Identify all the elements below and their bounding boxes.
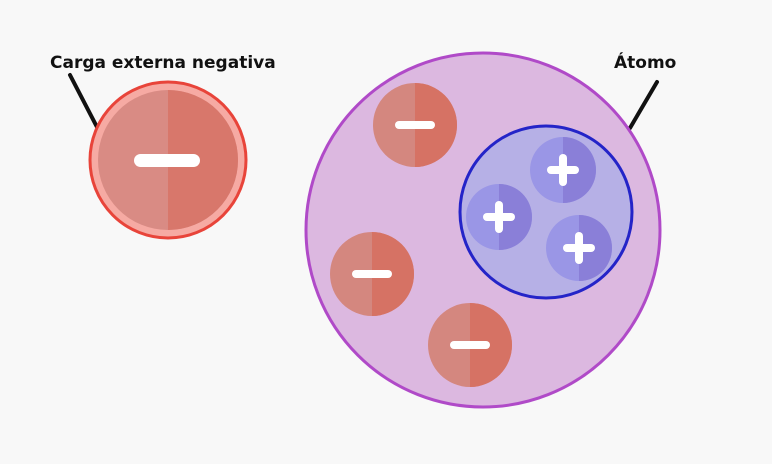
proton (466, 184, 532, 250)
minus-icon (450, 341, 490, 349)
proton (546, 215, 612, 281)
atom-label: Átomo (614, 51, 676, 73)
external-charge-leader-line (68, 73, 100, 131)
plus-icon (563, 232, 595, 264)
external-negative-charge (88, 80, 248, 240)
plus-icon (483, 201, 515, 233)
electron (428, 303, 512, 387)
external-charge-label: Carga externa negativa (50, 53, 276, 73)
minus-icon (352, 270, 392, 278)
electron (373, 83, 457, 167)
atom-leader-line (628, 80, 659, 130)
external-minus-icon (134, 154, 200, 167)
plus-icon (547, 154, 579, 186)
proton (530, 137, 596, 203)
electron (330, 232, 414, 316)
minus-icon (395, 121, 435, 129)
